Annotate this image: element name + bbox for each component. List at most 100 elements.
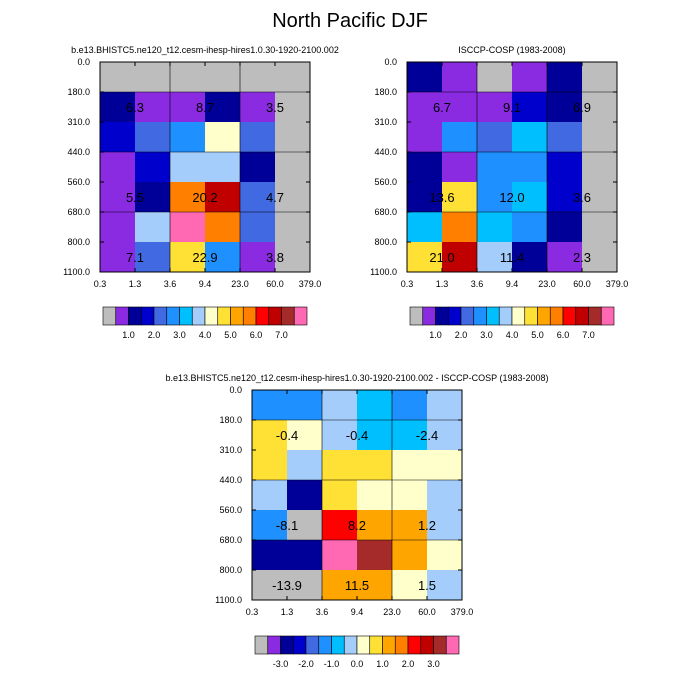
- x-tick-label: 3.6: [316, 607, 329, 617]
- heatmap-cell: [322, 390, 358, 421]
- x-tick-label: 3.6: [164, 279, 177, 289]
- y-tick-label: 1100.0: [63, 267, 90, 277]
- colorbar-swatch: [524, 306, 538, 326]
- x-tick-label: 9.4: [199, 279, 212, 289]
- heatmap-cell: [512, 62, 548, 93]
- x-tick-label: 3.6: [471, 279, 484, 289]
- heatmap-cell: [205, 62, 241, 93]
- heatmap-cell: [357, 480, 393, 511]
- heatmap-cell: [252, 390, 288, 421]
- heatmap-cell: [392, 450, 428, 481]
- colorbar-swatch: [191, 306, 206, 326]
- value-label: 13.6: [429, 190, 454, 205]
- heatmap-cell: [275, 62, 311, 93]
- y-tick-label: 310.0: [219, 445, 242, 455]
- value-label: 8.7: [196, 100, 214, 115]
- heatmap-cell: [170, 182, 206, 213]
- x-tick-label: 0.3: [246, 607, 259, 617]
- colorbar-swatch: [280, 635, 294, 655]
- colorbar-swatch: [293, 306, 308, 326]
- y-tick-label: 0.0: [384, 57, 397, 67]
- heatmap-cell: [170, 242, 206, 273]
- x-tick-label: 0.3: [94, 279, 107, 289]
- heatmap-cell: [287, 540, 323, 571]
- x-tick-label: 0.3: [401, 279, 414, 289]
- colorbar-swatch: [407, 635, 422, 655]
- heatmap-cell: [477, 122, 513, 153]
- heatmap-cell: [252, 450, 288, 481]
- heatmap-cell: [477, 212, 513, 243]
- heatmap-cell: [135, 92, 171, 123]
- heatmap-cell: [240, 182, 276, 213]
- colorbar-swatch: [140, 306, 155, 326]
- value-label: 6.3: [126, 100, 144, 115]
- y-tick-label: 800.0: [219, 565, 242, 575]
- y-tick-label: 310.0: [67, 117, 90, 127]
- heatmap-cell: [477, 92, 513, 123]
- value-label: -8.1: [276, 518, 298, 533]
- colorbar-swatch: [498, 306, 513, 326]
- heatmap-cell: [275, 212, 311, 243]
- colorbar-label: 3.0: [173, 330, 186, 340]
- colorbar-label: -2.0: [298, 659, 314, 669]
- heatmap-cell: [205, 152, 241, 183]
- heatmap-cell: [135, 152, 171, 183]
- heatmap-cell: [477, 242, 513, 273]
- heatmap-cell: [547, 122, 583, 153]
- heatmap-cell: [442, 152, 478, 183]
- colorbar-swatch: [460, 306, 475, 326]
- heatmap-cell: [427, 570, 463, 601]
- heatmap-cell: [547, 212, 583, 243]
- heatmap-cell: [357, 570, 393, 601]
- colorbar-label: 6.0: [557, 330, 570, 340]
- colorbar-swatch: [254, 635, 269, 655]
- heatmap-cell: [512, 242, 548, 273]
- colorbar-label: -3.0: [273, 659, 289, 669]
- heatmap-cell: [477, 182, 513, 213]
- heatmap-cell: [322, 480, 358, 511]
- heatmap-cell: [582, 92, 618, 123]
- heatmap-cell: [240, 212, 276, 243]
- y-tick-label: 1100.0: [370, 267, 397, 277]
- heatmap-cell: [512, 92, 548, 123]
- colorbar-label: 0.0: [351, 659, 364, 669]
- x-tick-label: 60.0: [266, 279, 284, 289]
- value-label: -0.4: [346, 428, 368, 443]
- heatmap-cell: [287, 510, 323, 541]
- y-tick-label: 680.0: [374, 207, 397, 217]
- colorbar-label: 1.0: [429, 330, 442, 340]
- panel-title: ISCCP-COSP (1983-2008): [458, 45, 565, 55]
- heatmap-cell: [135, 242, 171, 273]
- heatmap-cell: [407, 152, 443, 183]
- colorbar-label: 2.0: [402, 659, 415, 669]
- colorbar-swatch: [511, 306, 526, 326]
- heatmap-cell: [407, 182, 443, 213]
- y-tick-label: 180.0: [67, 87, 90, 97]
- panel-title: b.e13.BHISTC5.ne120_t12.cesm-ihesp-hires…: [71, 45, 339, 55]
- heatmap-cell: [512, 122, 548, 153]
- x-tick-label: 379.0: [451, 607, 474, 617]
- x-tick-label: 23.0: [538, 279, 556, 289]
- heatmap-cell: [100, 62, 136, 93]
- heatmap-cell: [442, 62, 478, 93]
- value-label: 6.9: [573, 100, 591, 115]
- heatmap-cell: [275, 122, 311, 153]
- heatmap-cell: [240, 242, 276, 273]
- heatmap-cell: [407, 212, 443, 243]
- value-label: -2.4: [416, 428, 438, 443]
- value-label: 4.7: [266, 190, 284, 205]
- y-tick-label: 1100.0: [215, 595, 242, 605]
- colorbar-swatch: [331, 635, 345, 655]
- heatmap-cell: [287, 570, 323, 601]
- heatmap-cell: [427, 420, 463, 451]
- heatmap-cell: [205, 122, 241, 153]
- x-tick-label: 23.0: [383, 607, 401, 617]
- colorbar-label: 2.0: [148, 330, 161, 340]
- heatmap-cell: [582, 212, 618, 243]
- heatmap-cell: [512, 152, 548, 183]
- colorbar-label: 3.0: [427, 659, 440, 669]
- x-tick-label: 9.4: [506, 279, 519, 289]
- heatmap-cell: [135, 182, 171, 213]
- heatmap-cell: [170, 122, 206, 153]
- heatmap-cell: [442, 212, 478, 243]
